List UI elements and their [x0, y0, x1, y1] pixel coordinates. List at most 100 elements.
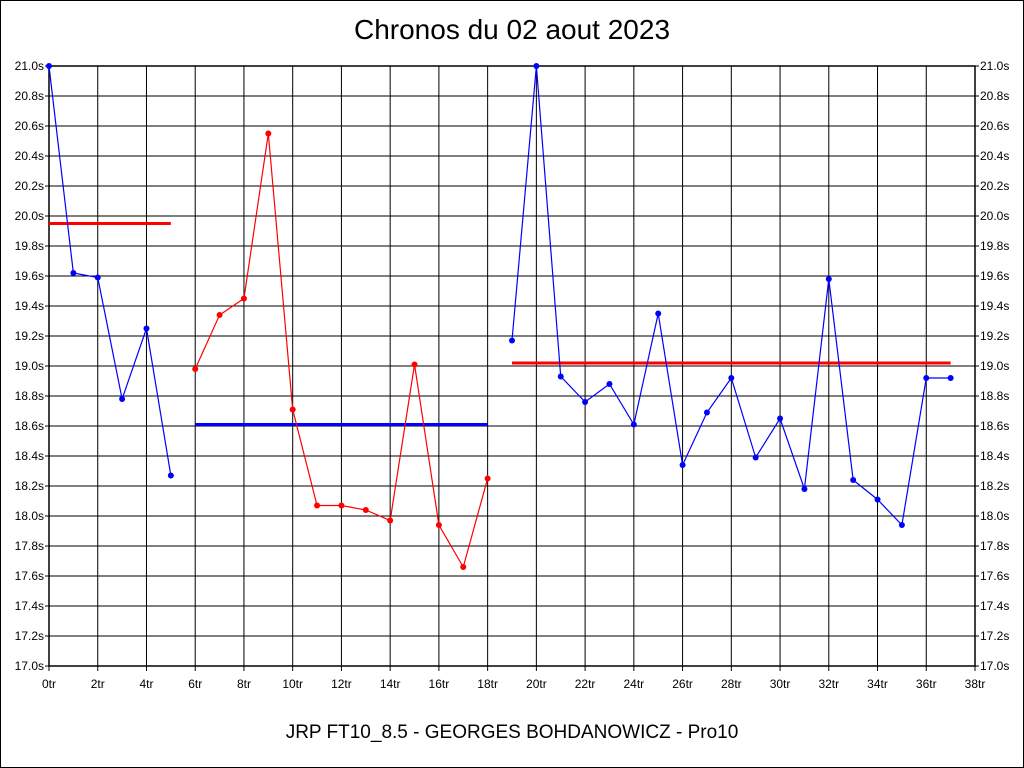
data-point [216, 312, 223, 318]
y-tick-label-left: 17.2s [15, 629, 44, 643]
y-tick-label-left: 19.2s [15, 329, 44, 343]
tick-labels: 0tr 2tr 4tr 6tr 8tr 10tr 12tr 14tr 16tr 18tr 20tr 2… [15, 59, 1010, 691]
y-tick-label-left: 18.2s [15, 479, 44, 493]
data-point [533, 63, 540, 69]
x-tick-label: 22tr [575, 677, 596, 691]
x-tick-label: 18tr [477, 677, 498, 691]
y-tick-label-right: 19.0s [980, 359, 1009, 373]
y-tick-label-left: 18.6s [15, 419, 44, 433]
y-tick-label-left: 19.8s [15, 239, 44, 253]
y-tick-label-left: 17.0s [15, 659, 44, 673]
average-lines [49, 222, 951, 426]
y-tick-label-left: 17.8s [15, 539, 44, 553]
data-point [947, 375, 954, 381]
y-tick-label-left: 19.4s [15, 299, 44, 313]
y-tick-label-left: 17.6s [15, 569, 44, 583]
data-point [387, 517, 394, 524]
y-tick-label-left: 19.6s [15, 269, 44, 283]
y-tick-label-right: 18.0s [980, 509, 1009, 523]
axes [45, 65, 979, 671]
data-point [850, 477, 857, 483]
data-point [338, 502, 345, 509]
y-tick-label-right: 17.0s [980, 659, 1009, 673]
x-tick-label: 0tr [42, 677, 56, 691]
data-point [314, 502, 321, 509]
y-tick-label-right: 20.8s [980, 89, 1009, 103]
data-point [898, 522, 905, 528]
y-tick-label-left: 18.4s [15, 449, 44, 463]
y-tick-label-right: 17.6s [980, 569, 1009, 583]
data-point [484, 475, 491, 482]
x-tick-label: 26tr [672, 677, 693, 691]
series-line [48, 65, 172, 476]
data-point [679, 462, 686, 468]
data-point [240, 295, 247, 302]
y-tick-label-right: 20.6s [980, 119, 1009, 133]
data-point [94, 274, 101, 281]
y-tick-label-left: 18.0s [15, 509, 44, 523]
grid [48, 65, 976, 667]
data-point [752, 454, 759, 461]
y-tick-label-right: 18.2s [980, 479, 1009, 493]
data-point [46, 63, 52, 69]
x-tick-label: 12tr [331, 677, 352, 691]
data-point [192, 366, 199, 372]
data-point [703, 409, 710, 416]
y-tick-label-right: 17.4s [980, 599, 1009, 613]
y-tick-label-right: 18.8s [980, 389, 1009, 403]
x-tick-label: 14tr [380, 677, 401, 691]
x-tick-label: 4tr [139, 677, 153, 691]
data-point [119, 396, 126, 402]
x-tick-label: 32tr [818, 677, 839, 691]
data-point [582, 399, 589, 405]
y-tick-label-right: 19.8s [980, 239, 1009, 253]
x-tick-label: 20tr [526, 677, 547, 691]
x-tick-label: 38tr [965, 677, 986, 691]
x-tick-label: 2tr [91, 677, 105, 691]
y-tick-label-left: 20.0s [15, 209, 44, 223]
data-point [777, 415, 784, 422]
y-tick-label-left: 20.4s [15, 149, 44, 163]
y-tick-label-right: 20.2s [980, 179, 1009, 193]
data-point [874, 496, 881, 503]
y-tick-label-right: 21.0s [980, 59, 1009, 73]
y-tick-label-right: 20.4s [980, 149, 1009, 163]
data-point [655, 310, 662, 317]
chart-title: Chronos du 02 aout 2023 [353, 14, 671, 45]
data-point [167, 472, 174, 479]
y-tick-label-right: 19.2s [980, 329, 1009, 343]
y-tick-label-left: 19.0s [15, 359, 44, 373]
data-point [825, 276, 832, 282]
y-tick-label-left: 21.0s [15, 59, 44, 73]
y-tick-label-right: 17.8s [980, 539, 1009, 553]
y-tick-label-left: 20.6s [15, 119, 44, 133]
y-tick-label-right: 19.6s [980, 269, 1009, 283]
x-tick-label: 36tr [916, 677, 937, 691]
data-point [435, 522, 442, 528]
y-tick-label-left: 17.4s [15, 599, 44, 613]
y-tick-label-right: 18.4s [980, 449, 1009, 463]
data-point [289, 406, 296, 413]
data-point [509, 337, 515, 344]
data-point [362, 507, 369, 513]
series-group [46, 63, 954, 570]
y-tick-label-right: 19.4s [980, 299, 1009, 313]
data-point [143, 325, 150, 332]
data-point [70, 270, 77, 276]
data-point [265, 130, 272, 137]
x-tick-label: 28tr [721, 677, 742, 691]
data-point [460, 564, 467, 570]
y-tick-label-right: 18.6s [980, 419, 1009, 433]
data-point [923, 375, 930, 381]
y-tick-label-right: 17.2s [980, 629, 1009, 643]
x-tick-label: 6tr [188, 677, 202, 691]
y-tick-label-right: 20.0s [980, 209, 1009, 223]
x-tick-label: 24tr [623, 677, 644, 691]
y-tick-label-left: 18.8s [15, 389, 44, 403]
data-point [630, 421, 637, 428]
data-point [411, 361, 418, 368]
data-point [728, 375, 735, 381]
x-tick-label: 10tr [282, 677, 303, 691]
x-tick-label: 30tr [770, 677, 791, 691]
